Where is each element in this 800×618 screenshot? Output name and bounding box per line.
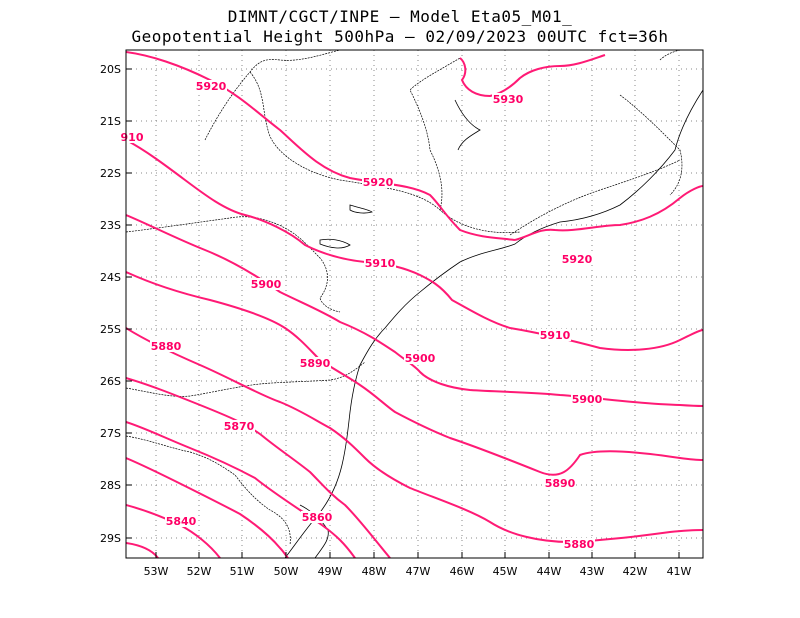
- contour-label: 910: [121, 131, 144, 144]
- contour-label: 5860: [302, 511, 333, 524]
- state-border: [249, 71, 521, 233]
- axis-ticks: [126, 68, 680, 558]
- map-title-line2: Geopotential Height 500hPa — 02/09/2023 …: [131, 27, 669, 46]
- lon-label: 48W: [362, 565, 387, 578]
- contour-line: [126, 504, 221, 558]
- contour-line: [126, 139, 703, 351]
- lon-label: 42W: [623, 565, 648, 578]
- contour-label-bg: [563, 538, 595, 550]
- contour-label-bg: [223, 420, 255, 432]
- contour-line: [126, 327, 703, 544]
- lake: [454, 99, 481, 151]
- longitude-labels: 53W 52W 51W 50W 49W 48W 47W 46W 45W 44W 43W 42W 41W: [144, 565, 692, 578]
- contour-label: 5870: [224, 420, 255, 433]
- lat-label: 28S: [100, 479, 121, 492]
- state-border: [126, 435, 291, 546]
- contour-label-bg: [571, 393, 603, 405]
- contour-label-bg: [561, 253, 593, 265]
- contour-label-bg: [539, 329, 571, 341]
- contour-label-bg: [362, 176, 394, 188]
- contour-label: 5840: [166, 515, 197, 528]
- contour-label: 5890: [300, 357, 331, 370]
- contour-line: [126, 271, 703, 476]
- contour-label: 5900: [572, 393, 603, 406]
- lat-label: 29S: [100, 532, 121, 545]
- contour-label-bg: [150, 340, 182, 352]
- contour-label: 5930: [493, 93, 524, 106]
- lon-label: 41W: [667, 565, 692, 578]
- lon-label: 46W: [450, 565, 475, 578]
- lon-label: 47W: [406, 565, 431, 578]
- contour-label-bg: [301, 511, 333, 523]
- lat-label: 25S: [100, 323, 121, 336]
- contour-label-bg: [250, 278, 282, 290]
- contour-line: [514, 185, 703, 241]
- contour-label: 5920: [363, 176, 394, 189]
- lake: [349, 204, 373, 214]
- contour-label: 5920: [562, 253, 593, 266]
- state-border: [619, 94, 683, 196]
- lon-label: 44W: [537, 565, 562, 578]
- lon-label: 53W: [144, 565, 169, 578]
- contour-label-bg: [299, 357, 331, 369]
- latitude-labels: 20S 21S 22S 23S 24S 25S 26S 27S 28S 29S: [100, 63, 121, 545]
- contour-label: 5880: [151, 340, 182, 353]
- state-border: [659, 50, 681, 61]
- contour-label-bg: [404, 352, 436, 364]
- lat-label: 27S: [100, 427, 121, 440]
- contour-line: [126, 457, 289, 558]
- contour-label: 5920: [196, 80, 227, 93]
- contour-line: [126, 377, 391, 558]
- contour-line: [126, 421, 356, 558]
- contour-label-bg: [544, 477, 576, 489]
- lat-label: 26S: [100, 375, 121, 388]
- lat-label: 21S: [100, 115, 121, 128]
- map-title-line1: DIMNT/CGCT/INPE — Model Eta05_M01_: [227, 7, 573, 26]
- contour-label-bg: [364, 257, 396, 269]
- contour-line: [126, 214, 703, 407]
- map-frame: [125, 49, 704, 559]
- state-border: [126, 361, 366, 397]
- contour-label-bg: [165, 515, 197, 527]
- lat-label: 22S: [100, 167, 121, 180]
- state-border: [126, 216, 341, 313]
- state-border: [409, 57, 461, 211]
- lon-label: 51W: [230, 565, 255, 578]
- lon-label: 50W: [274, 565, 299, 578]
- contour-label-bg: [492, 93, 524, 105]
- lat-label: 20S: [100, 63, 121, 76]
- contour-line: [126, 542, 159, 558]
- contour-label-bg: [195, 80, 227, 92]
- contour-lines: [126, 51, 703, 558]
- lat-label: 24S: [100, 271, 121, 284]
- contour-labels: 5920 5930 910 5920 5920 5910 5900 5910 5880 5890 5…: [119, 80, 603, 551]
- lon-label: 49W: [318, 565, 343, 578]
- contour-label: 5910: [365, 257, 396, 270]
- lake: [319, 238, 351, 249]
- coastline: [284, 89, 703, 558]
- contour-label: 5900: [251, 278, 282, 291]
- contour-label: 5900: [405, 352, 436, 365]
- contour-label: 5880: [564, 538, 595, 551]
- lon-label: 43W: [580, 565, 605, 578]
- lat-label: 23S: [100, 219, 121, 232]
- contour-line: [126, 51, 516, 241]
- contour-line: [459, 54, 606, 98]
- lon-label: 45W: [493, 565, 518, 578]
- state-border: [204, 50, 341, 141]
- lon-label: 52W: [187, 565, 212, 578]
- contour-label: 5910: [540, 329, 571, 342]
- contour-label: 5890: [545, 477, 576, 490]
- state-border: [509, 159, 681, 236]
